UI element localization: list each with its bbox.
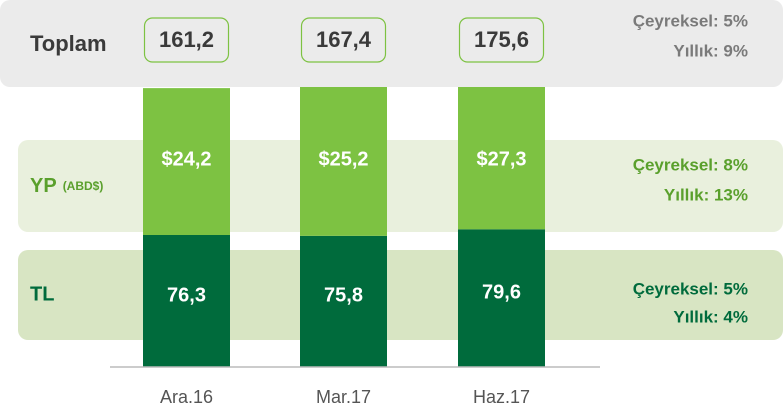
tl-label: TL xyxy=(30,283,54,305)
tl-value-label: 79,6 xyxy=(482,281,521,303)
total-label: Toplam xyxy=(30,31,107,56)
tl-change: Çeyreksel: 5% xyxy=(633,279,748,298)
fx-value-label: $27,3 xyxy=(476,148,526,170)
total-box xyxy=(458,17,545,63)
x-tick-label: Ara.16 xyxy=(160,387,213,407)
tl-bar xyxy=(143,235,230,367)
x-tick-label: Mar.17 xyxy=(316,387,371,407)
tl-value-label: 75,8 xyxy=(324,285,363,307)
total-band xyxy=(0,0,783,87)
total-change: Çeyreksel: 5% xyxy=(633,11,748,30)
fx-change: Yıllık: 13% xyxy=(664,185,748,204)
tl-value-label: 76,3 xyxy=(167,284,206,306)
tl-change: Yıllık: 4% xyxy=(673,307,748,326)
fx-value-label: $25,2 xyxy=(318,148,368,170)
fx-bar xyxy=(300,77,387,236)
fx-label: YP (ABD$) xyxy=(30,175,103,197)
total-value-label: 161,2 xyxy=(159,27,214,52)
x-tick-label: Haz.17 xyxy=(473,387,530,407)
fx-bar xyxy=(143,88,230,236)
fx-value-label: $24,2 xyxy=(161,148,211,170)
total-value-label: 175,6 xyxy=(474,27,529,52)
total-box xyxy=(143,17,230,63)
total-box xyxy=(300,17,387,63)
fx-change: Çeyreksel: 8% xyxy=(633,155,748,174)
tl-bar xyxy=(458,229,545,367)
total-change: Yıllık: 9% xyxy=(673,41,748,60)
fx-unit: (ABD$) xyxy=(63,179,104,193)
total-value-label: 167,4 xyxy=(316,27,372,52)
tl-bar xyxy=(300,235,387,367)
fx-bar xyxy=(458,63,545,230)
fx-name: YP xyxy=(30,175,57,197)
